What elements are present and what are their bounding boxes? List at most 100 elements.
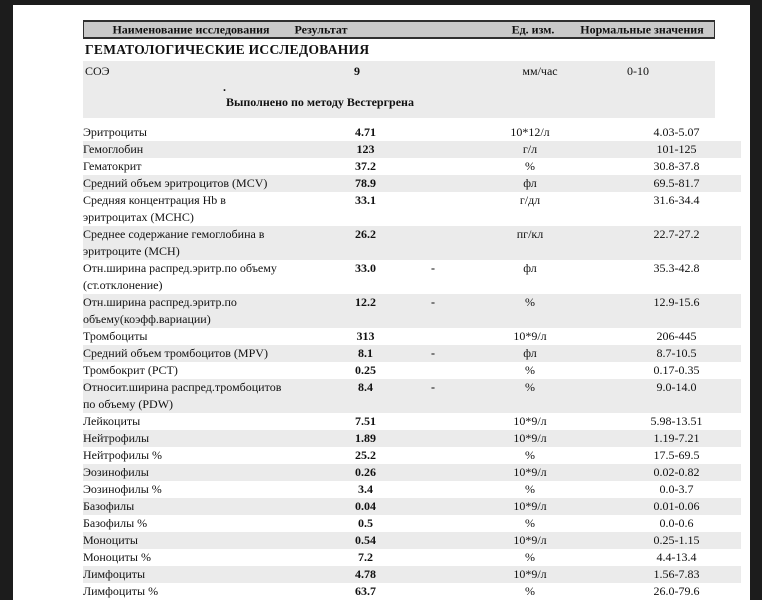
table-row: Нейтрофилы % 25.2 % 17.5-69.5 xyxy=(83,447,741,464)
page-frame-left xyxy=(0,0,13,600)
test-name-cell: Эозинофилы % xyxy=(83,482,162,496)
table-row: Тромбокрит (PCT) 0.25 % 0.17-0.35 xyxy=(83,362,741,379)
abnormal-flag-cell: - xyxy=(418,294,448,328)
result-value-cell: 7.51 xyxy=(355,414,376,428)
abnormal-flag-cell xyxy=(418,430,448,447)
test-name-cell: Эозинофилы xyxy=(83,464,313,481)
result-value-cell: 12.2 xyxy=(313,294,418,328)
result-value-cell: 26.2 xyxy=(313,226,418,260)
abnormal-flag-cell xyxy=(418,583,448,600)
abnormal-flag-cell xyxy=(418,566,448,583)
soe-normal-range: 0-10 xyxy=(627,64,649,78)
test-name-cell: Средний объем эритроцитов (MCV) xyxy=(83,175,313,192)
section-title-hematology: ГЕМАТОЛОГИЧЕСКИЕ ИССЛЕДОВАНИЯ xyxy=(85,42,370,57)
test-name-cell: Тромбоциты xyxy=(83,329,148,343)
result-value-cell: 0.04 xyxy=(313,498,418,515)
abnormal-flag-cell xyxy=(418,328,448,345)
lab-results-document: Наименование исследования Результат Ед. … xyxy=(83,20,743,600)
page-frame-top xyxy=(0,0,762,5)
unit-cell: 10*9/л xyxy=(513,329,547,343)
table-row: Лимфоциты 4.78 10*9/л 1.56-7.83 xyxy=(83,566,741,583)
table-row: Моноциты 0.54 10*9/л 0.25-1.15 xyxy=(83,532,741,549)
unit-cell: 10*12/л xyxy=(510,125,550,139)
test-name-cell: Базофилы xyxy=(83,498,313,515)
normal-range-cell: 0.02-0.82 xyxy=(612,464,741,481)
abnormal-flag-cell: - xyxy=(418,345,448,362)
soe-row-block: СОЭ 9 мм/час 0-10 . Выполнено по методу … xyxy=(83,61,715,118)
test-name-cell: Нейтрофилы xyxy=(83,430,313,447)
abnormal-flag-cell xyxy=(418,141,448,158)
table-row: Средний объем тромбоцитов (MPV) 8.1 - фл… xyxy=(83,345,741,362)
normal-range-cell: 5.98-13.51 xyxy=(650,414,703,428)
table-row: Тромбоциты 313 10*9/л 206-445 xyxy=(83,328,741,345)
unit-cell: фл xyxy=(448,345,612,362)
result-value-cell: 37.2 xyxy=(355,159,376,173)
abnormal-flag-cell xyxy=(418,413,448,430)
table-row: Базофилы 0.04 10*9/л 0.01-0.06 xyxy=(83,498,741,515)
result-value-cell: 123 xyxy=(313,141,418,158)
test-name-cell: Отн.ширина распред.эритр.по объему (ст.о… xyxy=(83,261,277,292)
normal-range-cell: 0.01-0.06 xyxy=(612,498,741,515)
unit-cell: фл xyxy=(523,261,537,275)
result-value-cell: 0.25 xyxy=(355,363,376,377)
soe-method-note: Выполнено по методу Вестергрена xyxy=(226,95,414,109)
abnormal-flag-cell xyxy=(418,447,448,464)
table-row: Эритроциты 4.71 10*12/л 4.03-5.07 xyxy=(83,124,741,141)
result-value-cell: 8.4 xyxy=(313,379,418,413)
normal-range-cell: 0.0-0.6 xyxy=(659,516,694,530)
unit-cell: % xyxy=(525,516,535,530)
result-value-cell: 4.71 xyxy=(355,125,376,139)
normal-range-cell: 4.4-13.4 xyxy=(656,550,697,564)
unit-cell: г/дл xyxy=(519,193,541,207)
unit-cell: 10*9/л xyxy=(448,464,612,481)
abnormal-flag-cell: - xyxy=(431,261,435,275)
table-row: Средняя концентрация Hb в эритроцитах (M… xyxy=(83,192,741,226)
normal-range-cell: 101-125 xyxy=(612,141,741,158)
results-table-body: Эритроциты 4.71 10*12/л 4.03-5.07 Гемогл… xyxy=(83,124,741,600)
result-value-cell: 25.2 xyxy=(355,448,376,462)
unit-cell: 10*9/л xyxy=(448,566,612,583)
unit-cell: % xyxy=(448,379,612,413)
result-value-cell: 33.0 xyxy=(355,261,376,275)
unit-cell: % xyxy=(525,448,535,462)
normal-range-cell: 17.5-69.5 xyxy=(653,448,700,462)
unit-cell: % xyxy=(525,482,535,496)
abnormal-flag-cell xyxy=(418,175,448,192)
table-row: Эозинофилы % 3.4 % 0.0-3.7 xyxy=(83,481,741,498)
test-name-cell: Средний объем тромбоцитов (MPV) xyxy=(83,345,313,362)
unit-cell: % xyxy=(525,363,535,377)
normal-range-cell: 1.19-7.21 xyxy=(612,430,741,447)
abnormal-flag-cell xyxy=(418,124,448,141)
column-header-normal: Нормальные значения xyxy=(580,22,704,36)
normal-range-cell: 30.8-37.8 xyxy=(653,159,700,173)
unit-cell: 10*9/л xyxy=(448,430,612,447)
unit-cell: % xyxy=(525,550,535,564)
result-value-cell: 8.1 xyxy=(313,345,418,362)
unit-cell: фл xyxy=(448,175,612,192)
normal-range-cell: 9.0-14.0 xyxy=(612,379,741,413)
normal-range-cell: 12.9-15.6 xyxy=(612,294,741,328)
normal-range-cell: 206-445 xyxy=(656,329,697,343)
column-header-result: Результат xyxy=(294,22,348,36)
table-row: Гемоглобин 123 г/л 101-125 xyxy=(83,141,741,158)
result-value-cell: 78.9 xyxy=(313,175,418,192)
table-row: Базофилы % 0.5 % 0.0-0.6 xyxy=(83,515,741,532)
abnormal-flag-cell xyxy=(418,481,448,498)
table-row: Отн.ширина распред.эритр.по объему(коэфф… xyxy=(83,294,741,328)
result-value-cell: 4.78 xyxy=(313,566,418,583)
test-name-cell: Лимфоциты % xyxy=(83,584,159,598)
result-value-cell: 0.54 xyxy=(313,532,418,549)
test-name-cell: Базофилы % xyxy=(83,516,148,530)
normal-range-cell: 0.17-0.35 xyxy=(653,363,700,377)
abnormal-flag-cell xyxy=(418,362,448,379)
soe-result-value: 9 xyxy=(354,64,360,78)
abnormal-flag-cell xyxy=(418,532,448,549)
table-row: Гематокрит 37.2 % 30.8-37.8 xyxy=(83,158,741,175)
test-name-cell: Моноциты xyxy=(83,532,313,549)
table-header: Наименование исследования Результат Ед. … xyxy=(83,20,715,39)
result-value-cell: 33.1 xyxy=(355,193,376,207)
result-value-cell: 3.4 xyxy=(358,482,373,496)
test-name-cell: Моноциты % xyxy=(83,550,151,564)
test-name-cell: Гемоглобин xyxy=(83,141,313,158)
soe-test-name: СОЭ xyxy=(85,64,110,78)
